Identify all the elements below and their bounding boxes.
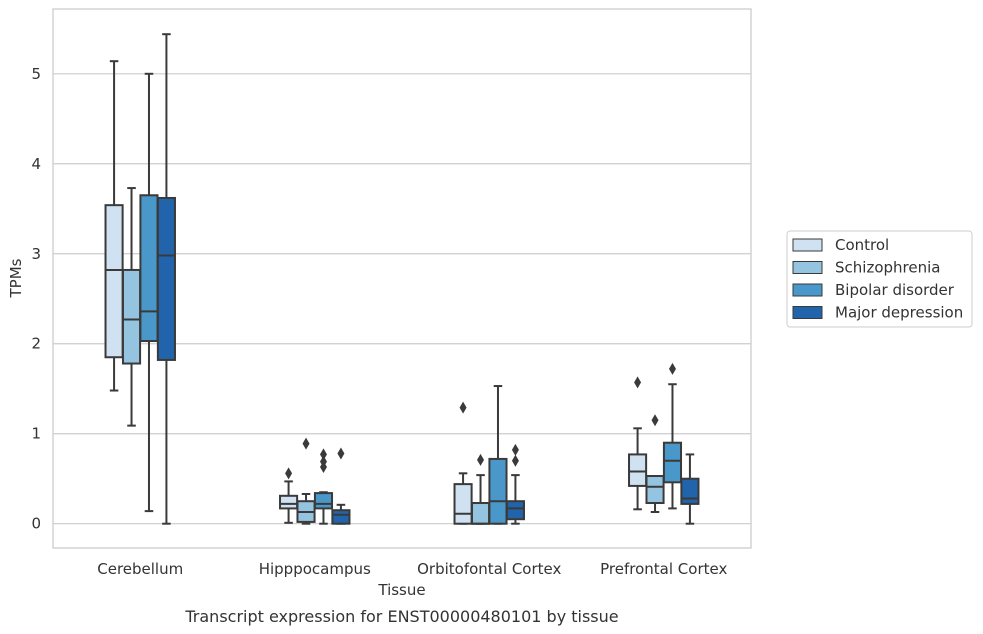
x-tick-label: Prefrontal Cortex bbox=[600, 560, 727, 578]
box bbox=[680, 477, 700, 505]
legend-swatch bbox=[792, 261, 823, 274]
outlier-point bbox=[319, 455, 327, 468]
box bbox=[470, 502, 491, 525]
box bbox=[139, 194, 159, 343]
box bbox=[628, 453, 648, 487]
outlier-point bbox=[511, 454, 519, 467]
box bbox=[453, 483, 473, 525]
box-group bbox=[279, 467, 299, 524]
outlier-point bbox=[651, 414, 659, 427]
legend-swatch bbox=[792, 283, 823, 297]
legend-swatch bbox=[792, 238, 823, 252]
legend-swatch bbox=[792, 306, 823, 319]
legend-label: Schizophrenia bbox=[835, 259, 940, 277]
box bbox=[331, 509, 351, 525]
box-group bbox=[156, 33, 176, 525]
outlier-point bbox=[319, 448, 327, 461]
legend-frame bbox=[786, 230, 973, 328]
box-group bbox=[645, 414, 665, 514]
y-tick-labels: 0 1 2 3 4 5 bbox=[31, 65, 41, 533]
outlier-point bbox=[459, 401, 467, 414]
outlier-point bbox=[302, 437, 310, 450]
box bbox=[488, 457, 508, 525]
box-group bbox=[505, 443, 525, 525]
box bbox=[313, 492, 334, 510]
x-tick-label: Cerebellum bbox=[97, 560, 183, 578]
box-group bbox=[313, 448, 334, 525]
box-group bbox=[488, 385, 508, 525]
outlier-point bbox=[511, 443, 519, 456]
y-tick-label: 0 bbox=[31, 515, 41, 533]
outlier-point bbox=[477, 453, 485, 466]
x-axis-label: Tissue bbox=[377, 581, 425, 599]
box bbox=[645, 475, 665, 505]
box bbox=[662, 441, 683, 484]
box bbox=[104, 204, 124, 359]
box-group bbox=[453, 401, 473, 525]
outlier-point bbox=[337, 447, 345, 460]
outlier-point bbox=[668, 362, 676, 375]
box-group bbox=[296, 437, 316, 525]
box bbox=[121, 268, 142, 365]
legend-label: Control bbox=[835, 236, 889, 254]
outlier-point bbox=[634, 376, 642, 389]
box bbox=[279, 494, 299, 510]
boxes-layer bbox=[104, 33, 700, 525]
box-group bbox=[680, 453, 700, 525]
y-axis-label: TPMs bbox=[7, 258, 25, 298]
x-tick-label: Hipppocampus bbox=[259, 560, 371, 578]
x-tick-labels: Cerebellum Hipppocampus Orbitofontal Corte… bbox=[97, 560, 727, 578]
legend-label: Major depression bbox=[835, 304, 963, 322]
y-tick-label: 1 bbox=[31, 425, 41, 443]
box bbox=[505, 500, 525, 521]
box-group bbox=[331, 447, 351, 525]
box-group bbox=[662, 362, 683, 510]
y-tick-label: 5 bbox=[31, 65, 41, 83]
y-tick-label: 3 bbox=[31, 245, 41, 263]
outlier-point bbox=[285, 467, 293, 480]
y-tick-label: 2 bbox=[31, 335, 41, 353]
legend-label: Bipolar disorder bbox=[835, 281, 955, 299]
box-group bbox=[628, 376, 648, 511]
chart-caption: Transcript expression for ENST0000048010… bbox=[184, 607, 618, 626]
y-tick-label: 4 bbox=[31, 155, 41, 173]
box-group bbox=[470, 453, 491, 525]
box bbox=[156, 196, 176, 361]
x-tick-label: Orbitofontal Cortex bbox=[417, 560, 561, 578]
legend: Control Schizophrenia Bipolar disorder Majo… bbox=[786, 230, 973, 328]
